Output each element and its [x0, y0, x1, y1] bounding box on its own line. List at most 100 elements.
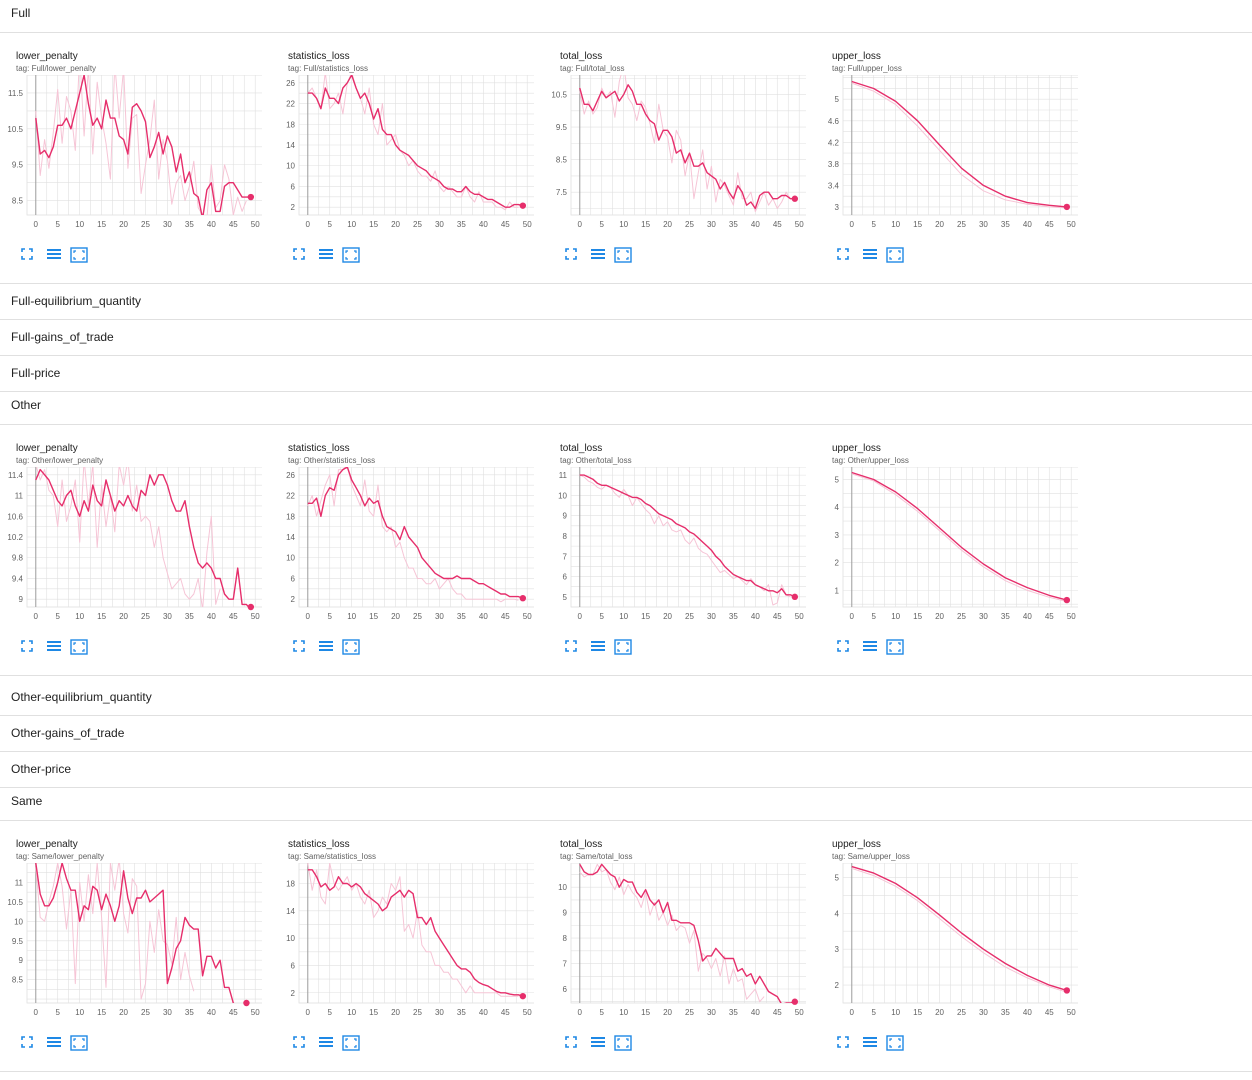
series-line-raw [852, 83, 1067, 208]
log-scale-icon[interactable] [590, 1035, 608, 1051]
y-tick-label: 3.4 [828, 181, 840, 190]
fullscreen-icon[interactable] [564, 639, 582, 655]
y-tick-label: 3 [835, 203, 840, 212]
y-tick-label: 22 [286, 100, 295, 109]
y-tick-label: 10 [286, 162, 295, 171]
group-other-price: Other-price [0, 752, 1252, 788]
chart-card-lower-penalty: lower_penalty tag: Other/lower_penalty 9 9.… [0, 425, 262, 675]
y-tick-label: 9.8 [12, 554, 24, 563]
log-scale-icon[interactable] [46, 639, 64, 655]
log-scale-icon[interactable] [318, 639, 336, 655]
last-point-marker [1064, 597, 1070, 603]
x-tick-label: 20 [935, 612, 944, 621]
fit-domain-icon[interactable] [342, 1035, 360, 1051]
group-header[interactable]: Other-gains_of_trade [0, 716, 1252, 751]
x-tick-label: 25 [413, 1008, 422, 1017]
line-chart[interactable]: 7.5 8.5 9.5 10.5 0 5 10 15 20 25 30 35 40 45 50 [544, 75, 806, 235]
y-tick-label: 5 [835, 475, 840, 484]
y-tick-label: 10 [286, 934, 295, 943]
y-tick-label: 14 [286, 141, 295, 150]
group-header[interactable]: Other-equilibrium_quantity [0, 680, 1252, 715]
log-scale-icon[interactable] [46, 1035, 64, 1051]
x-tick-label: 25 [957, 1008, 966, 1017]
y-tick-label: 9.4 [12, 574, 24, 583]
y-tick-label: 5 [835, 95, 840, 104]
fit-domain-icon[interactable] [886, 639, 904, 655]
x-tick-label: 45 [501, 1008, 510, 1017]
fullscreen-icon[interactable] [564, 1035, 582, 1051]
x-tick-label: 10 [75, 612, 84, 621]
x-tick-label: 40 [1023, 1008, 1032, 1017]
fullscreen-icon[interactable] [836, 1035, 854, 1051]
line-chart[interactable]: 8.5 9.5 10.5 11.5 0 5 10 15 20 25 30 35 40 45 50 [0, 75, 262, 235]
log-scale-icon[interactable] [590, 639, 608, 655]
fullscreen-icon[interactable] [836, 639, 854, 655]
fit-domain-icon[interactable] [70, 639, 88, 655]
x-tick-label: 25 [141, 1008, 150, 1017]
last-point-marker [520, 595, 526, 601]
log-scale-icon[interactable] [590, 247, 608, 263]
group-full-price: Full-price [0, 356, 1252, 392]
line-chart[interactable]: 5 6 7 8 9 10 11 0 5 10 15 20 25 30 35 40 45 50 [544, 467, 806, 627]
group-header[interactable]: Full-equilibrium_quantity [0, 284, 1252, 319]
y-tick-label: 9 [563, 909, 568, 918]
y-tick-label: 5 [563, 593, 568, 602]
line-chart[interactable]: 33.43.84.24.650 5 10 15 20 25 30 35 40 45 50 [816, 75, 1078, 235]
log-scale-icon[interactable] [862, 1035, 880, 1051]
x-tick-label: 20 [663, 612, 672, 621]
card-grid: lower_penalty tag: Same/lower_penalty 8.5 9… [0, 821, 1252, 1071]
fit-domain-icon[interactable] [70, 247, 88, 263]
x-tick-label: 25 [413, 220, 422, 229]
group-header[interactable]: Full-gains_of_trade [0, 320, 1252, 355]
log-scale-icon[interactable] [318, 247, 336, 263]
grid [27, 863, 262, 1003]
line-chart[interactable]: 8.5 9 9.5 10 10.5 11 0 5 10 15 20 25 30 35 40 45 50 [0, 863, 262, 1023]
chart-card-statistics-loss: statistics_loss tag: Full/statistics_loss… [272, 33, 534, 283]
fullscreen-icon[interactable] [20, 639, 38, 655]
log-scale-icon[interactable] [862, 247, 880, 263]
group-header[interactable]: Full-price [0, 356, 1252, 391]
fit-domain-icon[interactable] [342, 247, 360, 263]
log-scale-icon[interactable] [318, 1035, 336, 1051]
y-tick-label: 2 [291, 595, 296, 604]
group-header[interactable]: Same [0, 788, 1252, 821]
line-chart[interactable]: 6 7 8 9 10 0 5 10 15 20 25 30 35 40 45 50 [544, 863, 806, 1023]
last-point-marker [248, 604, 254, 610]
card-title: upper_loss [832, 839, 881, 850]
x-tick-label: 20 [119, 612, 128, 621]
fullscreen-icon[interactable] [20, 247, 38, 263]
fullscreen-icon[interactable] [292, 639, 310, 655]
fullscreen-icon[interactable] [20, 1035, 38, 1051]
fit-domain-icon[interactable] [614, 247, 632, 263]
group-header[interactable]: Other-price [0, 752, 1252, 787]
card-tag: tag: Full/statistics_loss [288, 64, 368, 73]
fullscreen-icon[interactable] [292, 247, 310, 263]
fit-domain-icon[interactable] [70, 1035, 88, 1051]
y-tick-label: 11 [15, 878, 24, 887]
fullscreen-icon[interactable] [292, 1035, 310, 1051]
fit-domain-icon[interactable] [342, 639, 360, 655]
fit-domain-icon[interactable] [614, 639, 632, 655]
log-scale-icon[interactable] [862, 639, 880, 655]
fullscreen-icon[interactable] [836, 247, 854, 263]
chart-card-total-loss: total_loss tag: Same/total_loss 6 7 8 9 10 0 5 10… [544, 821, 806, 1071]
x-tick-label: 50 [795, 612, 804, 621]
group-header[interactable]: Other [0, 392, 1252, 425]
fit-domain-icon[interactable] [614, 1035, 632, 1051]
log-scale-icon[interactable] [46, 247, 64, 263]
group-other-equilibrium-quantity: Other-equilibrium_quantity [0, 680, 1252, 716]
card-tag: tag: Same/statistics_loss [288, 852, 376, 861]
y-tick-label: 2 [835, 981, 840, 990]
line-chart[interactable]: 2 6 10 14 18 0 5 10 15 20 25 30 35 40 45 50 [272, 863, 534, 1023]
fullscreen-icon[interactable] [564, 247, 582, 263]
x-tick-label: 35 [185, 220, 194, 229]
line-chart[interactable]: 9 9.4 9.8 10.2 10.6 11 11.4 0 5 10 15 20 25 30 35 40 45 5… [0, 467, 262, 627]
group-header[interactable]: Full [0, 0, 1252, 33]
plot-frame [27, 75, 262, 215]
fit-domain-icon[interactable] [886, 247, 904, 263]
fit-domain-icon[interactable] [886, 1035, 904, 1051]
